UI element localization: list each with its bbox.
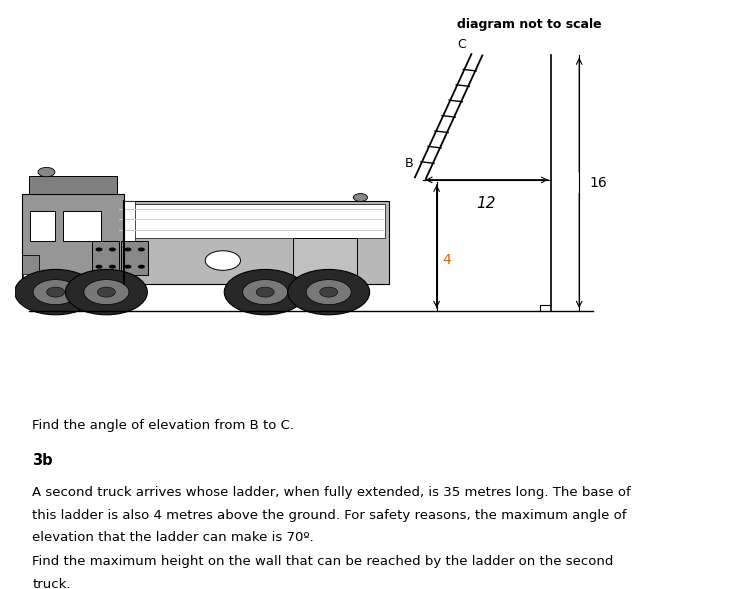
- Bar: [30, 211, 55, 240]
- Circle shape: [84, 280, 129, 305]
- Circle shape: [109, 264, 116, 269]
- Bar: [124, 201, 135, 283]
- Text: 16: 16: [589, 176, 608, 190]
- Bar: [117, 204, 385, 239]
- Circle shape: [65, 269, 147, 315]
- Bar: [29, 176, 117, 194]
- Circle shape: [124, 247, 132, 252]
- Circle shape: [224, 269, 306, 315]
- Circle shape: [320, 287, 337, 297]
- Circle shape: [33, 280, 78, 305]
- Circle shape: [98, 287, 115, 297]
- Circle shape: [38, 167, 55, 177]
- Text: C: C: [457, 38, 466, 51]
- Circle shape: [243, 280, 287, 305]
- Circle shape: [288, 269, 370, 315]
- Text: truck.: truck.: [32, 578, 71, 589]
- Text: diagram not to scale: diagram not to scale: [457, 18, 602, 31]
- Text: A second truck arrives whose ladder, when fully extended, is 35 metres long. The: A second truck arrives whose ladder, whe…: [32, 487, 631, 499]
- Text: this ladder is also 4 metres above the ground. For safety reasons, the maximum a: this ladder is also 4 metres above the g…: [32, 509, 627, 522]
- Circle shape: [96, 264, 103, 269]
- Circle shape: [354, 194, 368, 201]
- Bar: [293, 239, 357, 283]
- Circle shape: [96, 247, 103, 252]
- Bar: [113, 201, 389, 283]
- Text: 4: 4: [442, 253, 451, 267]
- Bar: [22, 254, 40, 287]
- Circle shape: [124, 264, 132, 269]
- Circle shape: [138, 247, 145, 252]
- Bar: [24, 274, 36, 280]
- Circle shape: [109, 247, 116, 252]
- Circle shape: [205, 251, 240, 270]
- Circle shape: [15, 269, 96, 315]
- Text: Find the maximum height on the wall that can be reached by the ladder on the sec: Find the maximum height on the wall that…: [32, 555, 614, 568]
- Circle shape: [306, 280, 351, 305]
- Text: 12: 12: [476, 196, 495, 211]
- Bar: [93, 241, 119, 275]
- Text: 3b: 3b: [32, 453, 53, 468]
- Text: elevation that the ladder can make is 70º.: elevation that the ladder can make is 70…: [32, 531, 314, 544]
- Text: Find the angle of elevation from B to C.: Find the angle of elevation from B to C.: [32, 419, 294, 432]
- Bar: [121, 241, 148, 275]
- Bar: [62, 211, 101, 240]
- Circle shape: [138, 264, 145, 269]
- Bar: [22, 194, 124, 287]
- Text: B: B: [405, 157, 413, 170]
- Circle shape: [257, 287, 274, 297]
- Circle shape: [46, 287, 65, 297]
